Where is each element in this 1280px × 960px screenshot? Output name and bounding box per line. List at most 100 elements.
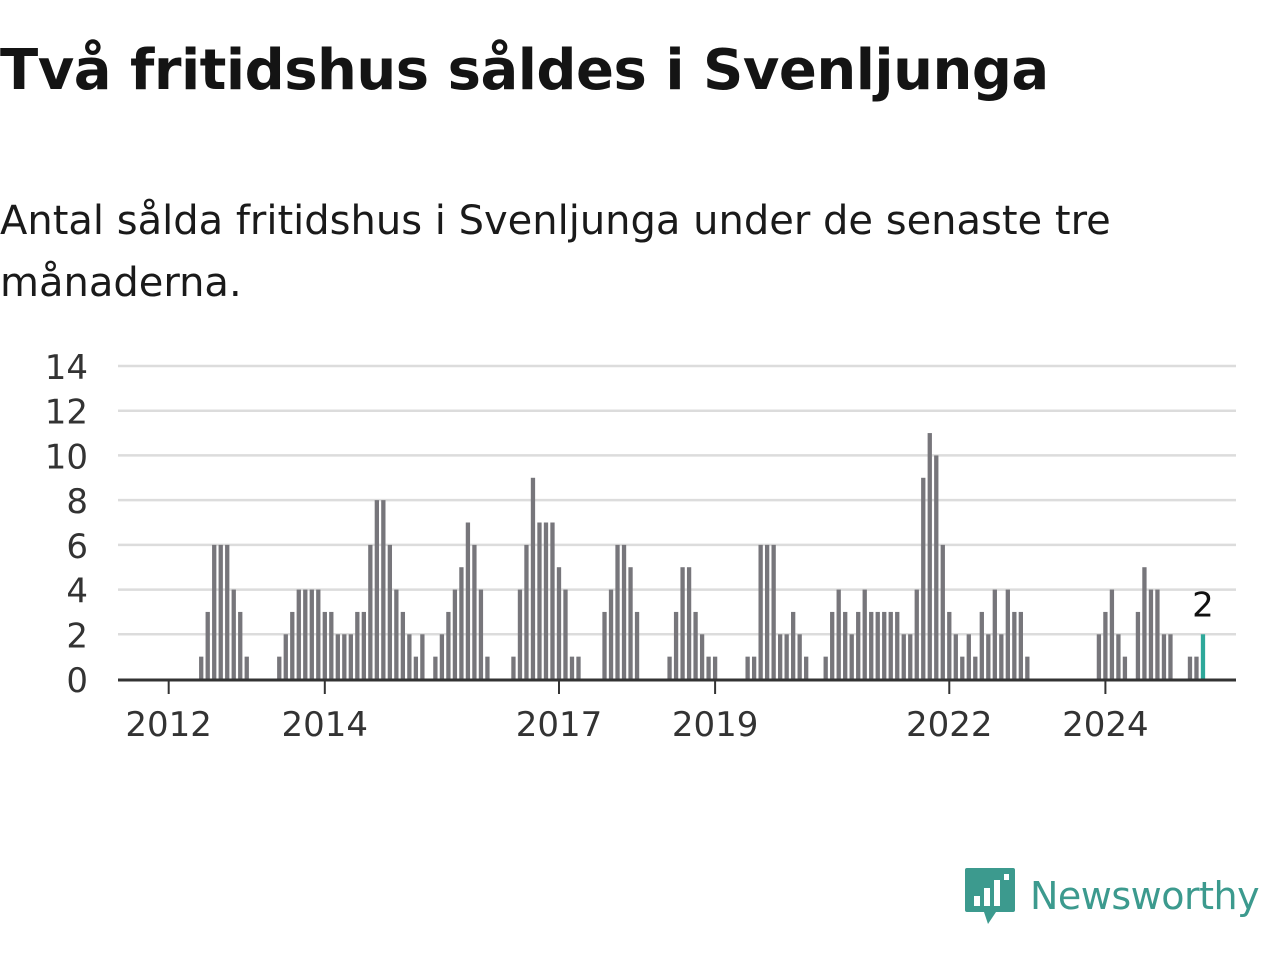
bar <box>875 611 880 679</box>
bar <box>953 634 958 679</box>
bar <box>927 433 932 679</box>
y-tick-label: 0 <box>66 661 88 701</box>
bar <box>199 656 204 679</box>
bar <box>348 634 353 679</box>
bar <box>758 544 763 679</box>
bar <box>478 589 484 679</box>
bar <box>869 611 874 679</box>
bar <box>1025 656 1030 679</box>
bar <box>394 589 399 679</box>
bar <box>569 656 575 679</box>
bar <box>1005 589 1010 679</box>
bar <box>979 611 984 679</box>
y-tick-label: 8 <box>66 482 88 522</box>
annotations: 2 <box>1192 585 1214 625</box>
bar <box>667 656 672 679</box>
bar <box>778 634 783 679</box>
bar <box>413 656 419 679</box>
bar <box>1109 589 1115 679</box>
x-tick-label: 2022 <box>906 705 993 745</box>
bar <box>238 611 243 679</box>
bar <box>316 589 321 679</box>
bar <box>940 544 945 679</box>
bar <box>771 544 776 679</box>
bar <box>693 611 698 679</box>
bar <box>1135 611 1141 679</box>
bar <box>882 611 887 679</box>
bar <box>329 611 334 679</box>
bar <box>608 589 614 679</box>
bar <box>1096 634 1102 679</box>
bar <box>908 634 913 679</box>
bar <box>1122 656 1128 679</box>
bar <box>628 567 633 679</box>
bar <box>387 544 393 679</box>
bar <box>231 589 236 679</box>
y-tick-label: 14 <box>45 348 88 388</box>
bar <box>342 634 347 679</box>
bar <box>615 544 620 679</box>
bar-highlight <box>1200 634 1206 679</box>
x-tick-label: 2012 <box>125 705 212 745</box>
bar <box>524 544 529 679</box>
bar <box>1103 611 1108 679</box>
bar <box>921 477 926 679</box>
x-tick-label: 2024 <box>1062 705 1149 745</box>
bar <box>686 567 692 679</box>
bar <box>843 611 848 679</box>
bar <box>530 477 536 679</box>
x-tick-label: 2014 <box>282 705 369 745</box>
bar <box>1194 656 1199 679</box>
bar <box>1116 634 1121 679</box>
y-tick-label: 2 <box>66 616 88 656</box>
bar <box>901 634 906 679</box>
bar <box>634 611 640 679</box>
bar <box>459 567 464 679</box>
grid-lines <box>118 364 1236 636</box>
bar <box>1187 656 1193 679</box>
bar <box>888 611 893 679</box>
bar <box>205 611 210 679</box>
bar <box>381 500 386 679</box>
bar <box>849 634 854 679</box>
bar <box>218 544 223 679</box>
bar <box>537 522 542 679</box>
bar <box>543 522 549 679</box>
bar <box>355 611 360 679</box>
bar <box>680 567 685 679</box>
x-tick-label: 2017 <box>516 705 603 745</box>
bar <box>368 544 373 679</box>
bar <box>706 656 711 679</box>
bar <box>764 544 770 679</box>
bar <box>303 589 308 679</box>
bar <box>550 522 555 679</box>
bar <box>290 611 295 679</box>
bar <box>225 544 230 679</box>
bar <box>556 567 562 679</box>
bar <box>452 589 458 679</box>
bar <box>1155 589 1160 679</box>
newsworthy-logo: Newsworthy <box>964 866 1260 926</box>
bar <box>751 656 757 679</box>
newsworthy-logo-icon <box>965 868 1015 924</box>
bar <box>212 544 217 679</box>
bar <box>966 634 971 679</box>
bar <box>784 634 789 679</box>
bar <box>862 589 867 679</box>
highlight-value-label: 2 <box>1192 585 1214 625</box>
bar <box>283 634 288 679</box>
bar <box>446 611 451 679</box>
bar <box>433 656 438 679</box>
bar <box>947 611 952 679</box>
bar <box>712 656 718 679</box>
bar <box>563 589 568 679</box>
bar <box>1148 589 1154 679</box>
chart-subtitle: Antal sålda fritidshus i Svenljunga unde… <box>0 198 1111 306</box>
y-tick-label: 4 <box>66 572 88 612</box>
bar <box>361 611 366 679</box>
bar <box>420 634 425 679</box>
bar <box>804 656 809 679</box>
chart-title: Två fritidshus såldes i Svenljunga <box>0 38 1049 103</box>
bar <box>934 455 939 679</box>
bar <box>856 611 861 679</box>
